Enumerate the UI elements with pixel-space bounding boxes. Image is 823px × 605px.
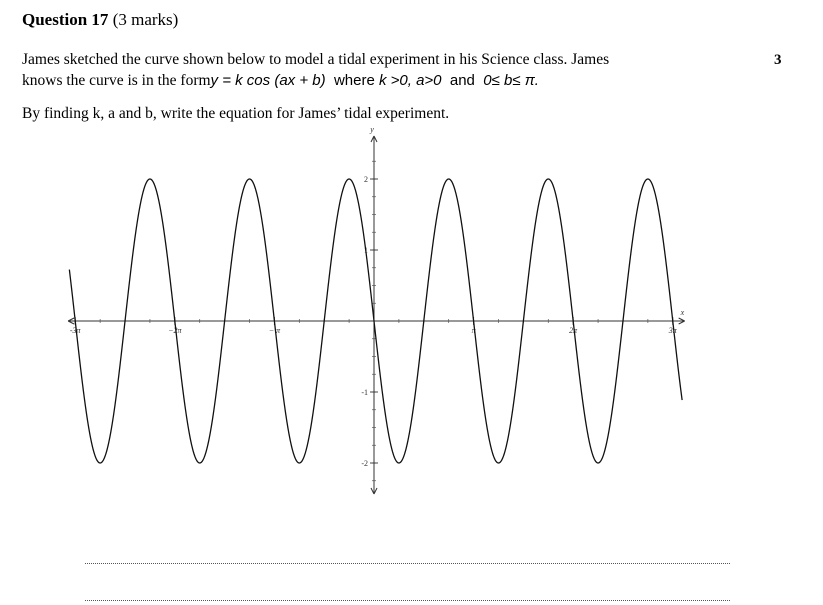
y-axis-label: y <box>369 125 374 134</box>
y-tick-label: 2 <box>364 175 368 184</box>
question-marks: (3 marks) <box>112 10 179 29</box>
y-axis-top-arrow <box>370 135 378 143</box>
cosine-curve <box>68 178 683 464</box>
x-tick-label: 3π <box>668 326 678 335</box>
question-text-line-2: knows the curve is in the formy = k cos … <box>22 72 539 90</box>
form-prefix: knows the curve is in the form <box>22 72 211 89</box>
answer-line-1[interactable] <box>85 563 730 564</box>
x-axis-left-arrow <box>67 317 75 325</box>
x-axis-label: x <box>680 308 685 317</box>
question-text-line-1: James sketched the curve shown below to … <box>22 51 610 68</box>
condition-k-a: k >0, a>0 <box>378 72 442 89</box>
condition-b: 0≤ b≤ π. <box>483 72 539 89</box>
where-word: where <box>333 72 375 89</box>
y-tick-label: -2 <box>361 459 368 468</box>
y-axis-bottom-arrow <box>370 487 378 495</box>
marks-margin: 3 <box>774 52 782 68</box>
question-text-line-3: By finding k, a and b, write the equatio… <box>22 105 450 122</box>
curve-equation: y = k cos (ax + b) <box>210 72 326 89</box>
x-axis-right-arrow <box>678 317 685 325</box>
answer-line-2[interactable] <box>85 600 730 601</box>
question-number: Question 17 <box>22 10 109 29</box>
y-tick-label: -1 <box>361 388 368 397</box>
and-word: and <box>449 72 475 89</box>
question-heading: Question 17 (3 marks) <box>22 10 178 30</box>
